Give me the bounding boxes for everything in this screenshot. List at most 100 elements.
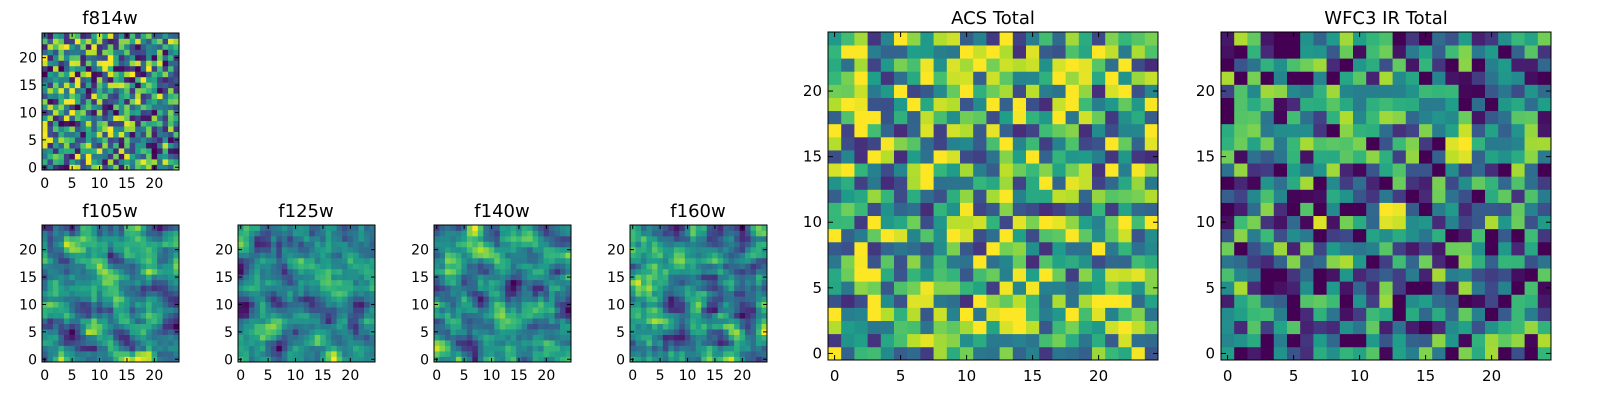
heatmap-cell <box>728 351 735 357</box>
heatmap-cell <box>630 290 636 297</box>
heatmap-cell <box>1326 176 1341 190</box>
heatmap-cell <box>259 263 266 270</box>
heatmap-cell <box>662 356 669 363</box>
heatmap-cell <box>102 285 109 292</box>
heatmap-cell <box>265 329 272 335</box>
heatmap-cell <box>107 241 114 248</box>
heatmap-cell <box>1537 241 1552 256</box>
heatmap-cell <box>85 274 92 281</box>
heatmap-cell <box>728 252 735 259</box>
heatmap-cell <box>270 279 277 286</box>
heatmap-cell <box>173 351 180 357</box>
heatmap-cell <box>129 345 136 352</box>
heatmap-cell <box>135 38 141 45</box>
heatmap-cell <box>140 285 147 292</box>
heatmap-cell <box>461 263 468 270</box>
heatmap-cell <box>113 340 120 346</box>
heatmap-cell <box>1339 202 1354 217</box>
heatmap-cell <box>657 334 664 341</box>
heatmap-cell <box>450 241 457 248</box>
heatmap-cell <box>102 98 109 105</box>
heatmap-cell <box>1234 97 1248 112</box>
heatmap-cell <box>276 235 283 242</box>
heatmap-cell <box>684 290 691 297</box>
heatmap-cell <box>867 346 882 361</box>
heatmap-cell <box>157 65 163 72</box>
heatmap-cell <box>640 285 647 292</box>
heatmap-cell <box>47 274 54 281</box>
heatmap-cell <box>723 307 729 314</box>
heatmap-cell <box>1260 255 1275 269</box>
heatmap-cell <box>347 307 354 314</box>
heatmap-cell <box>1339 163 1354 177</box>
heatmap-cell <box>973 97 987 112</box>
heatmap-cell <box>1260 320 1275 335</box>
heatmap-cell <box>461 279 468 286</box>
heatmap-cell <box>118 148 125 154</box>
heatmap-cell <box>157 246 163 253</box>
heatmap-cell <box>1379 110 1393 125</box>
heatmap-cell <box>243 307 250 314</box>
heatmap-cell <box>920 294 934 308</box>
heatmap-cell <box>42 257 48 264</box>
heatmap-cell <box>494 268 501 275</box>
heatmap-cell <box>1511 32 1525 46</box>
heatmap-cell <box>1419 294 1433 308</box>
heatmap-cell <box>717 312 724 319</box>
heatmap-cell <box>369 290 376 297</box>
heatmap-cell <box>259 312 266 319</box>
heatmap-cell <box>1458 215 1473 230</box>
heatmap-cell <box>668 257 675 264</box>
heatmap-cell <box>999 163 1014 177</box>
heatmap-cell <box>668 312 675 319</box>
heatmap-cell <box>162 279 169 286</box>
heatmap-cell <box>651 263 658 270</box>
heatmap-cell <box>466 246 473 253</box>
heatmap-cell <box>946 307 961 321</box>
heatmap-cell <box>543 268 550 275</box>
heatmap-cell <box>1471 189 1486 203</box>
heatmap-cell <box>701 235 708 242</box>
heatmap-cell <box>162 82 169 89</box>
heatmap-cell <box>42 241 48 248</box>
heatmap-cell <box>630 263 636 270</box>
heatmap-cell <box>516 307 523 314</box>
heatmap-cell <box>124 115 131 122</box>
heatmap-cell <box>1366 255 1380 269</box>
heatmap-cell <box>477 290 484 297</box>
heatmap-cell <box>1379 84 1393 98</box>
heatmap-cell <box>1247 150 1261 164</box>
heatmap-cell <box>920 333 934 348</box>
heatmap-cell <box>1537 281 1552 295</box>
heatmap-cell <box>1273 281 1288 295</box>
heatmap-cell <box>554 307 561 314</box>
heatmap-cell <box>499 334 506 341</box>
heatmap-cell <box>973 71 987 85</box>
heatmap-cell <box>461 290 468 297</box>
heatmap-cell <box>1039 255 1053 269</box>
heatmap-cell <box>336 285 343 292</box>
heatmap-cell <box>248 329 255 335</box>
heatmap-cell <box>63 241 70 248</box>
heatmap-cell <box>162 93 169 100</box>
heatmap-cell <box>920 215 934 230</box>
heatmap-cell <box>80 38 87 45</box>
heatmap-cell <box>521 301 528 308</box>
heatmap-cell <box>162 351 169 357</box>
heatmap-cell <box>140 71 147 78</box>
heatmap-cell <box>690 235 697 242</box>
heatmap-cell <box>96 137 103 143</box>
heatmap-cell <box>679 235 686 242</box>
heatmap-cell <box>1092 255 1106 269</box>
heatmap-cell <box>353 257 359 264</box>
heatmap-cell <box>118 274 125 281</box>
heatmap-cell <box>369 268 376 275</box>
heatmap-cell <box>1432 241 1446 256</box>
heatmap-cell <box>434 318 440 324</box>
heatmap-cell <box>1511 176 1525 190</box>
heatmap-cell <box>1405 84 1420 98</box>
heatmap-cell <box>505 340 512 346</box>
heatmap-cell <box>1339 150 1354 164</box>
heatmap-cell <box>527 323 533 330</box>
heatmap-cell <box>168 142 174 149</box>
